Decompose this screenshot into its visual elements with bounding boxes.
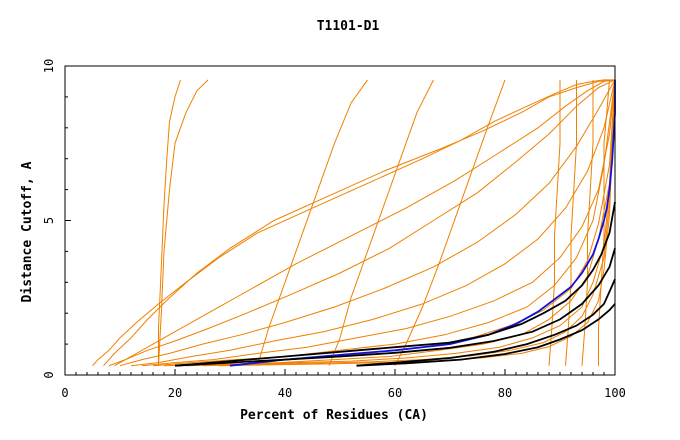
series-line-1 <box>103 79 616 367</box>
series-line-8 <box>163 79 616 367</box>
series-line-19 <box>565 79 577 366</box>
series-line-4 <box>119 79 616 367</box>
x-tick-label: 20 <box>168 386 182 400</box>
series-line-24 <box>174 248 616 367</box>
series-line-25 <box>356 278 616 367</box>
series-line-21 <box>598 79 610 366</box>
series-line-2 <box>114 79 616 367</box>
y-tick-label: 5 <box>42 217 56 224</box>
series-layer <box>92 79 616 367</box>
series-line-26 <box>356 303 616 367</box>
x-tick-label: 100 <box>604 386 626 400</box>
x-tick-label: 0 <box>61 386 68 400</box>
x-tick-label: 60 <box>388 386 402 400</box>
series-line-15 <box>257 79 368 366</box>
series-line-22 <box>229 79 616 367</box>
series-line-14 <box>158 79 181 366</box>
axis-layer: 0 20 40 60 80 100 0 5 10 <box>42 59 626 400</box>
y-axis-label: Distance Cutoff, A <box>20 161 35 302</box>
series-line-5 <box>130 79 616 367</box>
y-tick-label: 10 <box>42 59 56 73</box>
series-line-6 <box>141 79 616 367</box>
series-line-12 <box>218 79 616 367</box>
series-line-16 <box>328 79 434 366</box>
chart-title: T1101-D1 <box>317 19 380 34</box>
x-axis-label: Percent of Residues (CA) <box>240 408 428 423</box>
y-tick-label: 0 <box>42 371 56 378</box>
series-line-0 <box>92 79 615 367</box>
series-line-3 <box>108 79 616 367</box>
series-line-18 <box>548 79 561 366</box>
series-line-9 <box>174 79 616 367</box>
series-line-17 <box>394 79 506 366</box>
x-tick-label: 80 <box>498 386 512 400</box>
series-line-13 <box>158 79 209 366</box>
series-line-23 <box>174 201 616 367</box>
x-tick-label: 40 <box>278 386 292 400</box>
